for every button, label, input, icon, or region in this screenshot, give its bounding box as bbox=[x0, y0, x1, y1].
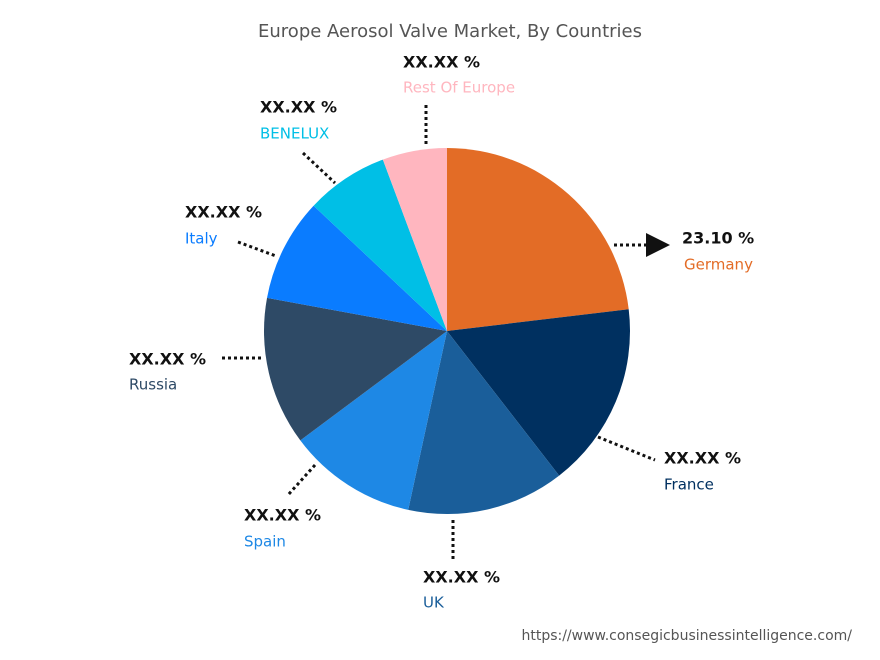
category-label: France bbox=[664, 476, 714, 494]
leader-line bbox=[286, 463, 317, 497]
pie-slice bbox=[382, 148, 447, 331]
value-label: XX.XX % bbox=[185, 203, 262, 222]
source: https://www.consegicbusinessintelligence… bbox=[521, 628, 852, 644]
value-label: XX.XX % bbox=[423, 568, 500, 587]
category-label: Spain bbox=[244, 533, 286, 551]
category-label: BENELUX bbox=[260, 125, 329, 143]
pie-slice bbox=[447, 148, 629, 331]
category-label: Rest Of Europe bbox=[403, 79, 515, 97]
pie-slice bbox=[264, 297, 447, 441]
value-label: 23.10 % bbox=[682, 229, 754, 248]
pie-slice bbox=[300, 331, 447, 510]
leader-line bbox=[237, 240, 277, 258]
pie-slice bbox=[267, 205, 447, 331]
pie-slice bbox=[408, 331, 560, 514]
pie-slice bbox=[313, 159, 447, 331]
category-label: Russia bbox=[129, 376, 177, 394]
value-label: XX.XX % bbox=[244, 506, 321, 525]
value-label: XX.XX % bbox=[260, 98, 337, 117]
category-label: Italy bbox=[185, 230, 218, 248]
category-label: UK bbox=[423, 594, 445, 612]
value-label: XX.XX % bbox=[664, 449, 741, 468]
value-label: XX.XX % bbox=[129, 350, 206, 369]
pie-slice bbox=[447, 309, 630, 476]
leader-line bbox=[597, 435, 656, 462]
leader-line bbox=[301, 151, 337, 185]
value-label: XX.XX % bbox=[403, 53, 480, 72]
chart-title: Europe Aerosol Valve Market, By Countrie… bbox=[258, 21, 642, 42]
category-label: Germany bbox=[684, 256, 753, 274]
